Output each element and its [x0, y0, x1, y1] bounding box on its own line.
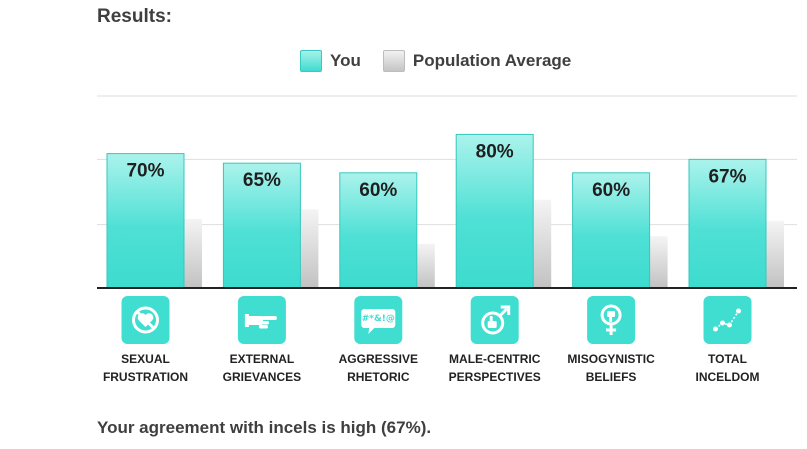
- legend-swatch-you: [300, 50, 322, 72]
- you-bar: [106, 153, 185, 289]
- category-label-line1: EXTERNAL: [230, 352, 295, 366]
- bar-value-label: 60%: [592, 180, 630, 201]
- you-bar: [688, 158, 767, 289]
- bar-chart: #*&!@ 70%65%60%80%60%67% SEXUALFRUSTRATI…: [97, 95, 797, 384]
- bar-value-label: 70%: [126, 161, 164, 182]
- pointing-hand-icon: [237, 296, 286, 344]
- category-label-line1: AGGRESSIVE: [339, 352, 418, 366]
- category-label-line2: INCELDOM: [696, 370, 760, 384]
- category-label-line1: MALE-CENTRIC: [449, 352, 541, 366]
- legend-swatch-population: [382, 50, 405, 72]
- category-label-line1: SEXUAL: [121, 352, 170, 366]
- category-icons: [121, 296, 752, 344]
- male-thumbs-up-icon: [470, 296, 519, 344]
- bar-value-label: 65%: [243, 170, 281, 191]
- population-bar: [766, 220, 784, 288]
- legend-label-you: You: [330, 51, 361, 70]
- you-bar: [455, 133, 534, 289]
- you-bar: [339, 172, 418, 289]
- no-heart-icon: [121, 296, 170, 344]
- category-label-line2: PERSPECTIVES: [449, 370, 541, 384]
- bar-value-label: 60%: [359, 180, 397, 201]
- bar-value-label: 67%: [708, 166, 746, 187]
- population-bar: [649, 236, 668, 288]
- category-label-line2: GRIEVANCES: [223, 370, 301, 384]
- category-label-line2: FRUSTRATION: [103, 370, 188, 384]
- chart-gridlines: [97, 95, 797, 226]
- you-bar: [222, 162, 301, 289]
- category-label-line2: RHETORIC: [347, 370, 410, 384]
- population-bar: [416, 243, 435, 288]
- cursing-speech-bubble-icon: [354, 296, 403, 344]
- population-bar: [533, 199, 552, 288]
- category-labels: SEXUAL FRUSTRATION EXTERNAL GRIEVANCES AGGRE…: [103, 352, 760, 384]
- category-label-line2: BELIEFS: [586, 370, 637, 384]
- population-bar: [300, 209, 319, 288]
- chart-legend: You Population Average: [300, 48, 593, 74]
- line-graph-icon: [703, 296, 752, 344]
- category-label-line1: TOTAL: [708, 352, 747, 366]
- legend-item-you: You: [300, 50, 361, 72]
- legend-item-population: Population Average: [382, 50, 572, 72]
- summary-text: Your agreement with incels is high (67%)…: [97, 418, 432, 437]
- you-bar: [572, 172, 651, 289]
- results-heading: Results:: [97, 6, 172, 27]
- chart-value-labels: 70% 65% 60% 80% 60% 67%: [126, 141, 746, 200]
- population-bar: [184, 218, 202, 288]
- legend-label-population: Population Average: [412, 51, 572, 70]
- chart-bars: [106, 133, 784, 289]
- category-label-line1: MISOGYNISTIC: [567, 352, 655, 366]
- bar-value-label: 80%: [476, 141, 514, 162]
- female-thumbs-down-icon: [587, 296, 636, 344]
